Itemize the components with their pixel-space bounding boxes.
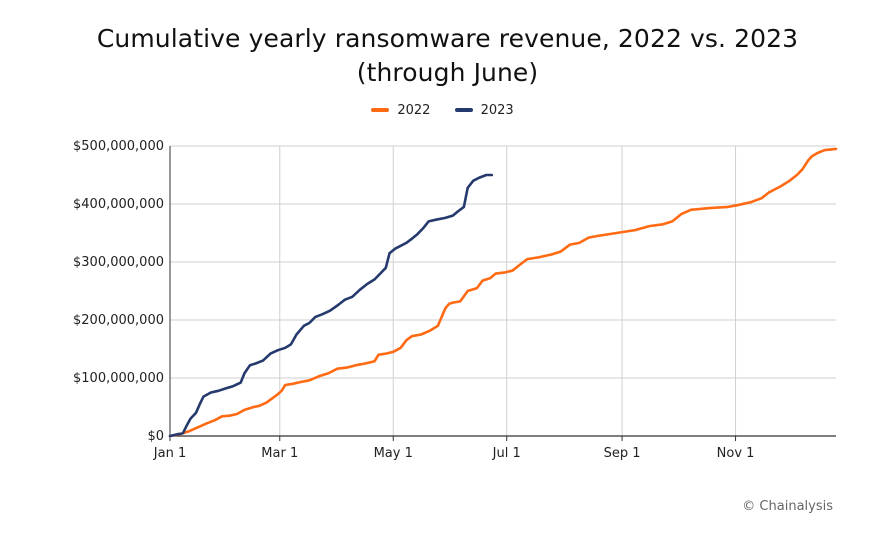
y-tick-label: $0 [147, 429, 164, 444]
x-tick-label: Jul 1 [492, 446, 521, 461]
legend-label-2023: 2023 [480, 102, 514, 118]
series-line-2022 [168, 147, 838, 438]
x-tick-label: May 1 [374, 446, 413, 461]
series-line-2023 [168, 173, 494, 438]
legend-swatch-2023 [454, 108, 473, 112]
y-tick-label: $500,000,000 [73, 139, 164, 154]
x-tick-label: Mar 1 [261, 446, 298, 461]
y-tick-label: $200,000,000 [73, 313, 164, 328]
y-tick-label: $300,000,000 [73, 255, 164, 270]
x-tick-label: Nov 1 [717, 446, 755, 461]
y-tick-label: $400,000,000 [73, 197, 164, 212]
legend-item-2022[interactable]: 2022 [371, 103, 430, 118]
y-tick-label: $100,000,000 [73, 371, 164, 386]
chainalysis-credit: © Chainalysis [742, 499, 833, 514]
chart-title: Cumulative yearly ransomware revenue, 20… [96, 24, 799, 87]
legend-swatch-2022 [371, 108, 390, 112]
x-tick-label: Jan 1 [153, 446, 186, 461]
legend-item-2023[interactable]: 2023 [454, 102, 514, 118]
legend-label-2022: 2022 [397, 102, 431, 118]
x-tick-label: Sep 1 [604, 446, 641, 461]
chart-legend: 2022 2023 [0, 101, 885, 118]
